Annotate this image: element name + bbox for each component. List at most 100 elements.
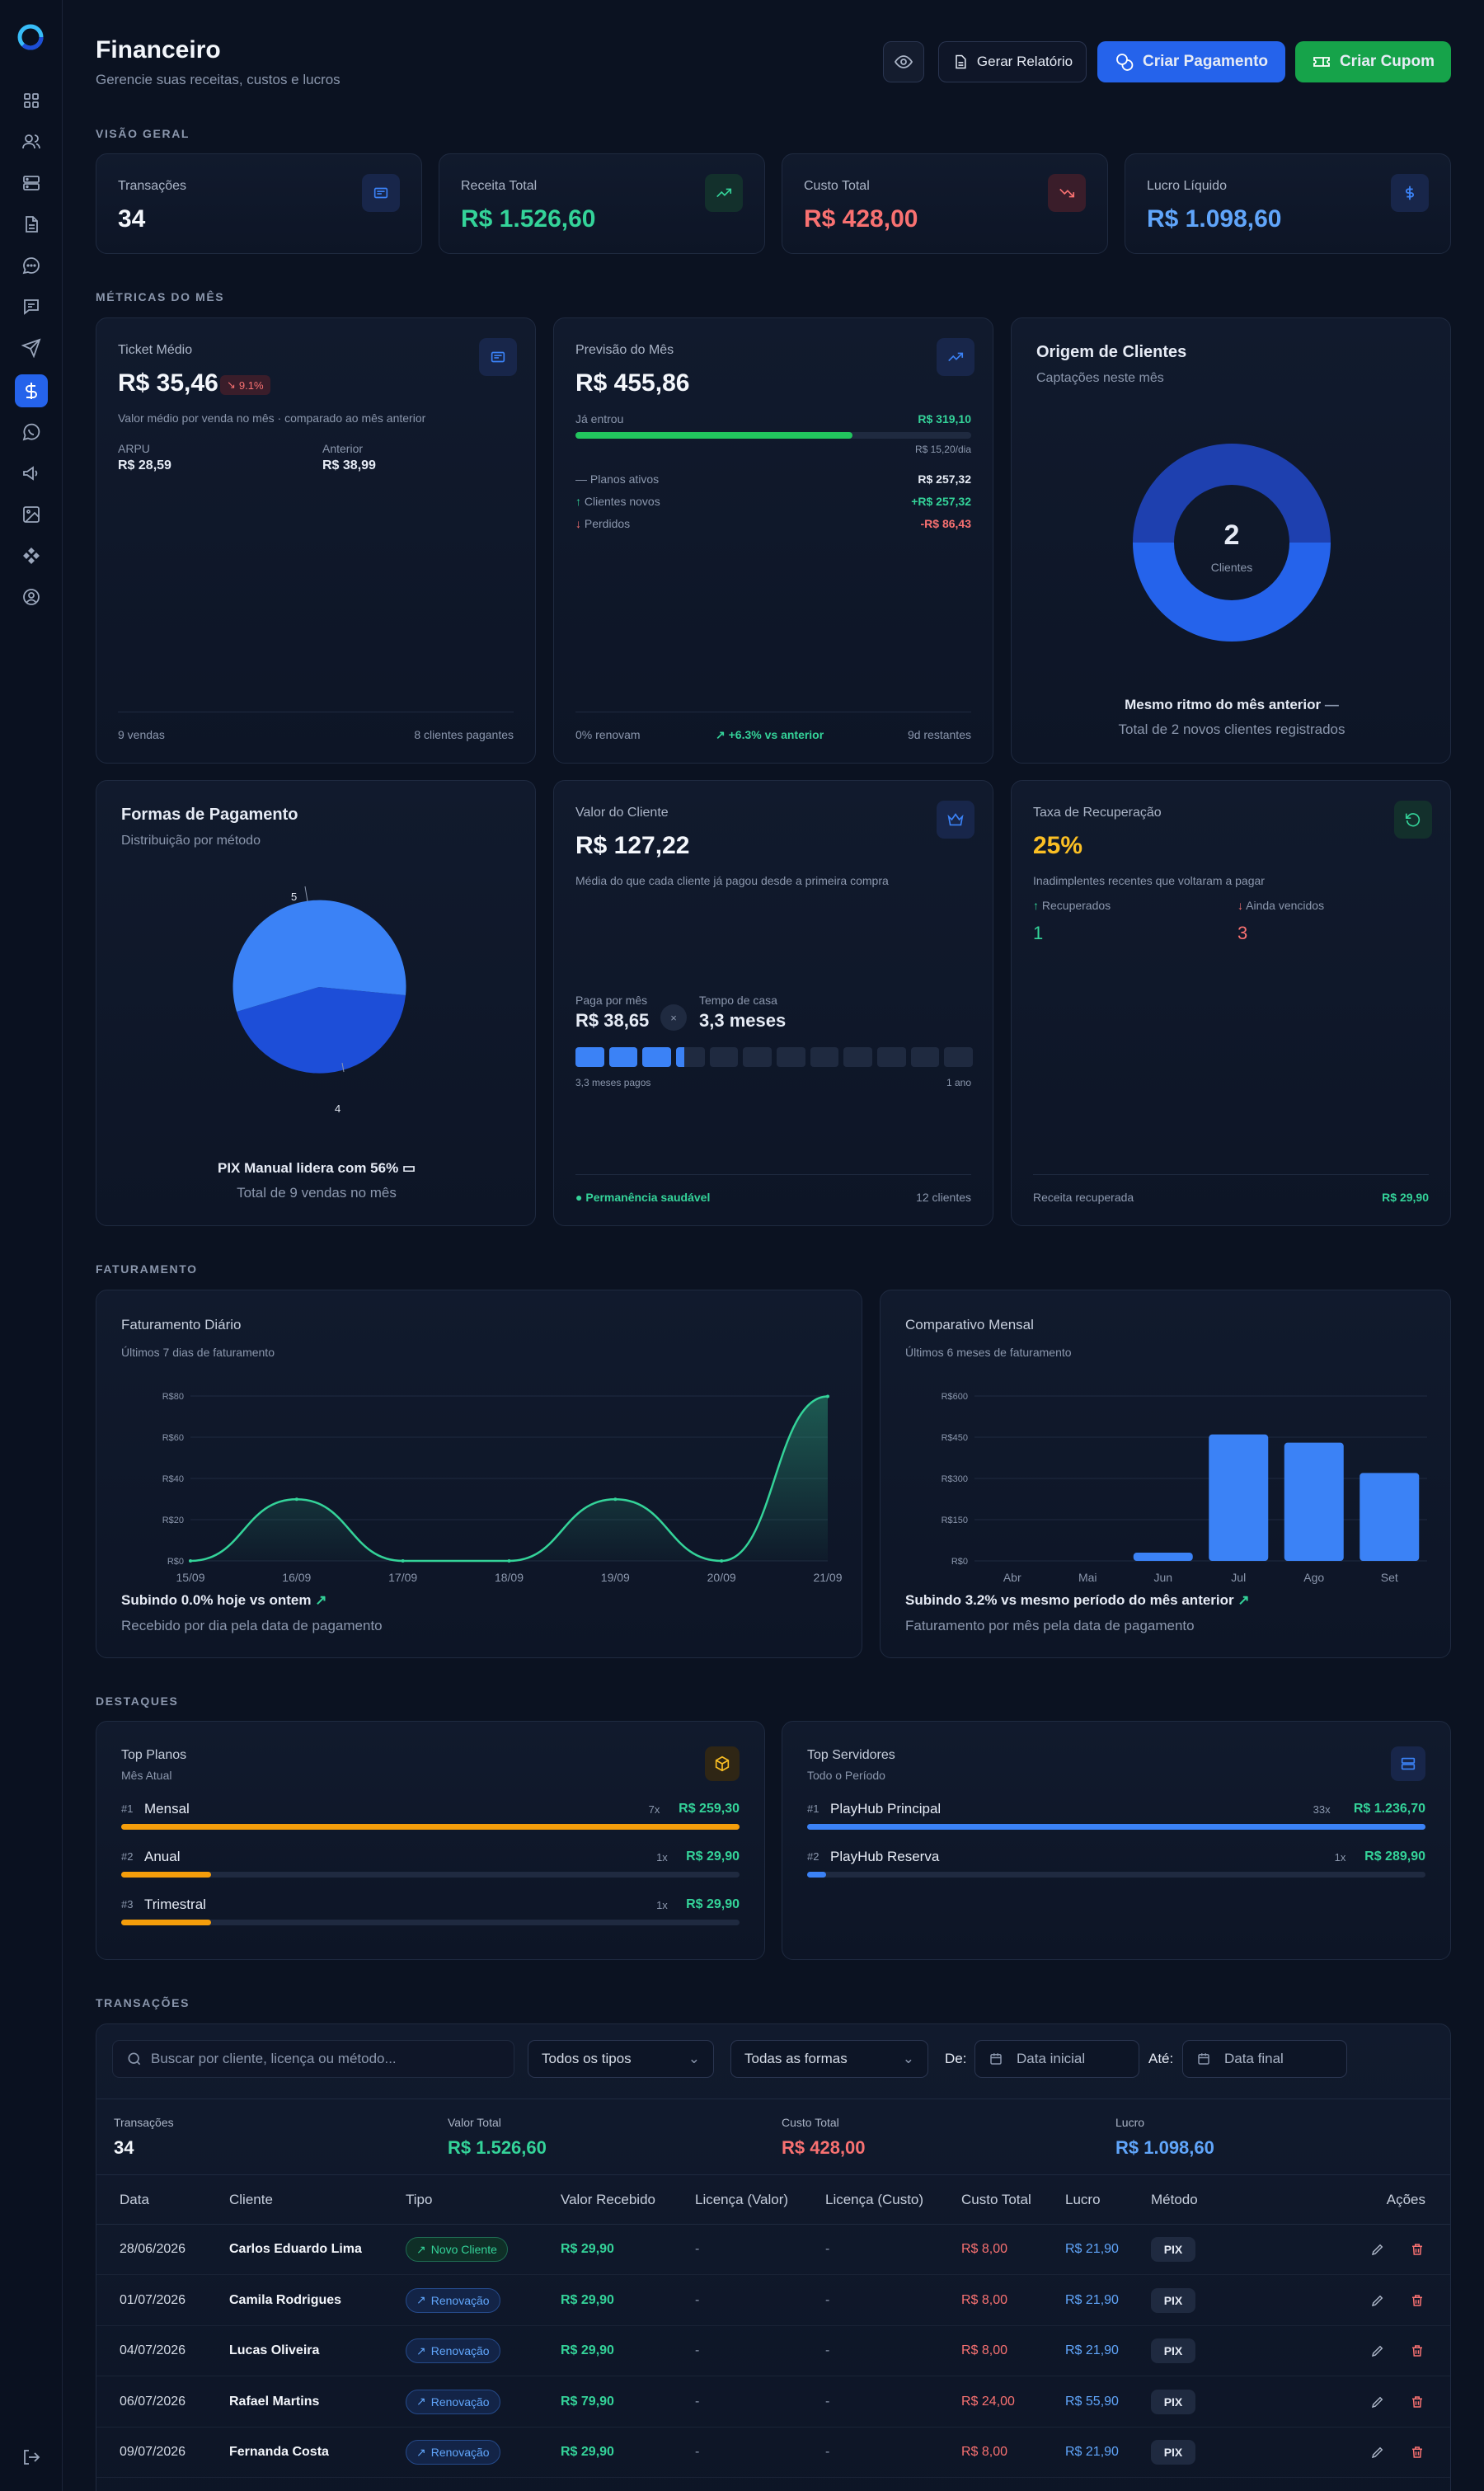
- ranking-item[interactable]: #3 Trimestral 1x R$ 29,90: [121, 1896, 740, 1939]
- recovery-description: Inadimplentes recentes que voltaram a pa…: [1033, 874, 1265, 887]
- generate-report-button[interactable]: Gerar Relatório: [938, 41, 1087, 82]
- create-coupon-button[interactable]: Criar Cupom: [1295, 41, 1451, 82]
- payment-forms-subtitle: Distribuição por método: [121, 834, 261, 848]
- trending-up-icon: ↗: [716, 728, 726, 741]
- edit-button[interactable]: [1368, 2392, 1388, 2412]
- sidebar-item-profile[interactable]: [15, 580, 48, 613]
- overview-card-cost: Custo Total R$ 428,00: [782, 153, 1108, 254]
- pie-label-b: 4: [335, 1102, 341, 1115]
- sidebar-item-gallery[interactable]: [15, 498, 48, 531]
- top-plans-title: Top Planos: [121, 1748, 187, 1762]
- whatsapp-icon: [22, 423, 40, 441]
- data-point[interactable]: [613, 1497, 618, 1502]
- origin-note: Mesmo ritmo do mês anterior —: [1125, 697, 1339, 712]
- top-plans-subtitle: Mês Atual: [121, 1769, 172, 1782]
- edit-button[interactable]: [1368, 2291, 1388, 2310]
- tenure-segment-fill: [608, 1047, 638, 1067]
- ranking-bar-fill: [807, 1872, 826, 1878]
- sidebar-item-send[interactable]: [15, 331, 48, 364]
- bar[interactable]: [1209, 1434, 1269, 1561]
- sidebar-item-messages[interactable]: [15, 290, 48, 323]
- delete-button[interactable]: [1407, 2341, 1427, 2361]
- edit-button[interactable]: [1368, 2240, 1388, 2259]
- sidebar-item-integrations[interactable]: [15, 539, 48, 572]
- delete-button[interactable]: [1407, 2240, 1427, 2259]
- ranking-item[interactable]: #1 Mensal 7x R$ 259,30: [121, 1801, 740, 1844]
- table-row[interactable]: 09/07/2026 Fernanda Costa ↗ Renovação R$ 29,…: [96, 2428, 1450, 2479]
- delete-button[interactable]: [1407, 2442, 1427, 2462]
- toggle-visibility-button[interactable]: [883, 41, 924, 82]
- forecast-footer-right: 9d restantes: [907, 728, 971, 741]
- type-badge: ↗ Novo Cliente: [406, 2237, 508, 2262]
- delete-button[interactable]: [1407, 2392, 1427, 2412]
- daily-note-sub: Recebido por dia pela data de pagamento: [121, 1618, 383, 1633]
- sidebar-item-finance[interactable]: [15, 374, 48, 407]
- bar[interactable]: [1133, 1553, 1193, 1561]
- delete-button[interactable]: [1407, 2291, 1427, 2310]
- item-value: R$ 259,30: [679, 1802, 740, 1816]
- create-payment-button[interactable]: Criar Pagamento: [1097, 41, 1285, 82]
- multiply-icon: ×: [660, 1004, 687, 1031]
- sidebar-item-clients[interactable]: [15, 125, 48, 158]
- table-row[interactable]: 04/07/2026 Lucas Oliveira ↗ Renovação R$ 29,…: [96, 2326, 1450, 2377]
- sidebar-item-chat[interactable]: [15, 249, 48, 282]
- ranking-item[interactable]: #2 Anual 1x R$ 29,90: [121, 1849, 740, 1892]
- payment-forms-pie-chart: [232, 886, 406, 1074]
- sidebar-item-servers[interactable]: [15, 167, 48, 200]
- cell-license-cost: -: [825, 2445, 830, 2460]
- date-to-input[interactable]: Data final: [1182, 2040, 1347, 2078]
- payment-forms-note-sub: Total de 9 vendas no mês: [237, 1185, 397, 1201]
- search-input[interactable]: Buscar por cliente, licença ou método...: [112, 2040, 514, 2078]
- sidebar-item-logout[interactable]: [15, 2441, 48, 2474]
- type-select-value: Todos os tipos: [542, 2051, 632, 2066]
- table-row[interactable]: 28/06/2026 Carlos Eduardo Lima ↗ Novo Clien…: [96, 2225, 1450, 2275]
- date-from-input[interactable]: Data inicial: [974, 2040, 1139, 2078]
- sidebar-item-dashboard[interactable]: [15, 84, 48, 117]
- data-point[interactable]: [189, 1559, 192, 1563]
- app-logo-icon[interactable]: [16, 23, 45, 51]
- sidebar-item-whatsapp[interactable]: [15, 416, 48, 449]
- type-select[interactable]: Todos os tipos ⌄: [528, 2040, 714, 2078]
- summary-value: R$ 1.526,60: [448, 2137, 547, 2158]
- ticket-label: Ticket Médio: [118, 343, 193, 357]
- item-name: Anual: [144, 1849, 181, 1864]
- ticket-footer-right: 8 clientes pagantes: [414, 728, 514, 741]
- section-title-transactions: TRANSAÇÕES: [96, 1996, 190, 2009]
- data-point[interactable]: [507, 1559, 511, 1563]
- ranking-item[interactable]: #2 PlayHub Reserva 1x R$ 289,90: [807, 1849, 1425, 1892]
- item-name: PlayHub Reserva: [830, 1849, 940, 1864]
- data-point[interactable]: [294, 1497, 298, 1502]
- data-point[interactable]: [720, 1559, 724, 1563]
- bar[interactable]: [1284, 1442, 1344, 1561]
- ranking-item[interactable]: #1 PlayHub Principal 33x R$ 1.236,70: [807, 1801, 1425, 1844]
- recovery-label: Taxa de Recuperação: [1033, 806, 1162, 820]
- daily-subtitle: Últimos 7 dias de faturamento: [121, 1346, 275, 1359]
- table-row[interactable]: 01/07/2026 Camila Rodrigues ↗ Renovação R$ 2…: [96, 2276, 1450, 2326]
- rank-label: #2: [807, 1850, 819, 1863]
- cell-date: 04/07/2026: [120, 2343, 186, 2358]
- table-row[interactable]: 06/07/2026 Rafael Martins ↗ Renovação R$ 79,…: [96, 2377, 1450, 2428]
- cell-license-cost: -: [825, 2292, 830, 2307]
- daily-line-chart: R$0 R$20 R$40 R$60 R$80 15/09 16/09 17/09 18/09 1…: [162, 1392, 843, 1584]
- search-icon: [128, 2052, 141, 2066]
- recovery-card: Taxa de Recuperação 25% Inadimplentes re…: [1011, 780, 1451, 1226]
- sidebar-item-documents[interactable]: [15, 208, 48, 241]
- data-point[interactable]: [401, 1559, 405, 1563]
- form-select[interactable]: Todas as formas ⌄: [730, 2040, 928, 2078]
- x-tick-label: Ago: [1303, 1571, 1324, 1584]
- edit-button[interactable]: [1368, 2442, 1388, 2462]
- summary-label: Valor Total: [448, 2116, 501, 2129]
- table-header-cell: Método: [1151, 2192, 1198, 2207]
- coins-icon: [1116, 54, 1134, 71]
- search-placeholder: Buscar por cliente, licença ou método...: [151, 2051, 397, 2066]
- x-tick-label: Abr: [1003, 1571, 1021, 1584]
- arrow-down-icon: ↓: [575, 517, 581, 530]
- data-point[interactable]: [826, 1394, 829, 1398]
- edit-button[interactable]: [1368, 2341, 1388, 2361]
- ranking-bar: [121, 1872, 740, 1878]
- table-header-cell: Custo Total: [961, 2192, 1031, 2207]
- sidebar-item-campaigns[interactable]: [15, 457, 48, 490]
- monthly-value: R$ 38,65: [575, 1010, 650, 1031]
- tenure-segment-fill: [642, 1047, 671, 1067]
- bar[interactable]: [1360, 1473, 1420, 1561]
